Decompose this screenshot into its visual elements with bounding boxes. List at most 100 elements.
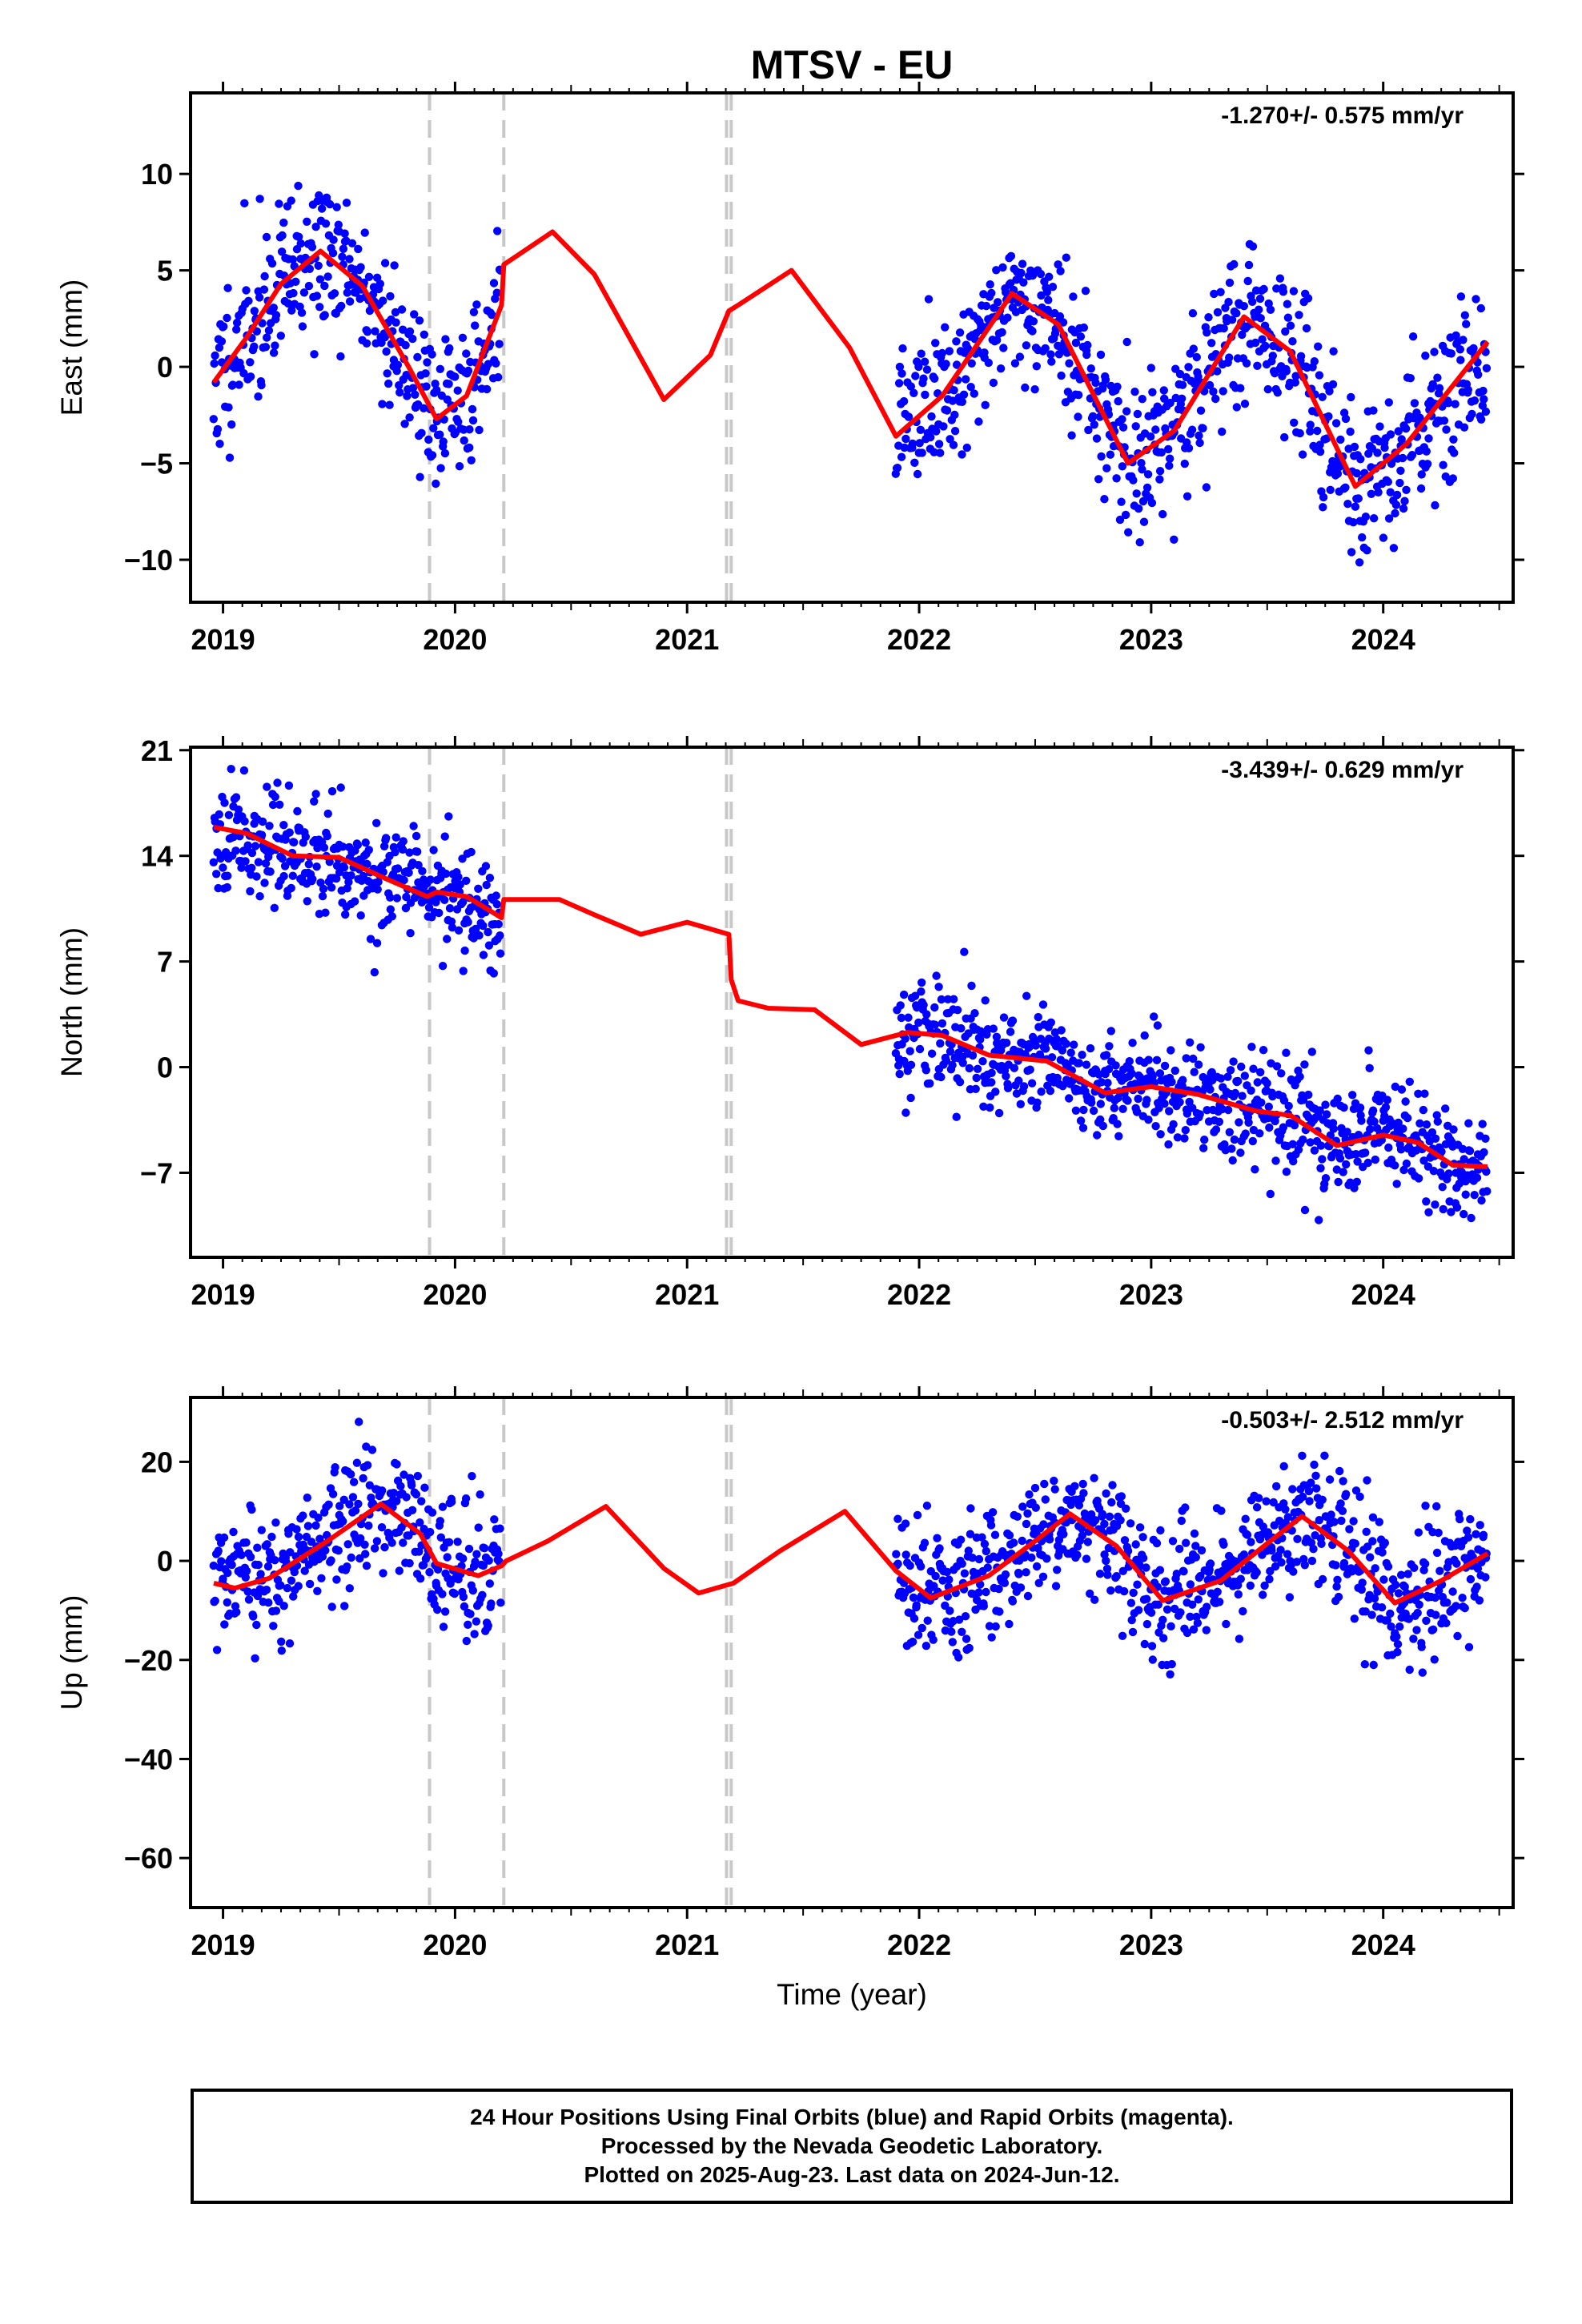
data-point — [1282, 1168, 1291, 1176]
data-point — [372, 818, 381, 827]
data-point — [359, 1474, 367, 1483]
data-point — [1073, 1550, 1082, 1559]
data-point — [250, 342, 259, 351]
data-point — [1170, 1066, 1180, 1076]
data-point — [1190, 1068, 1199, 1076]
data-point — [966, 383, 975, 392]
data-point — [1310, 1460, 1319, 1470]
data-point — [899, 990, 909, 999]
data-point — [1435, 1566, 1444, 1575]
data-point — [1065, 359, 1074, 368]
data-point — [1146, 432, 1155, 441]
data-point — [1225, 278, 1235, 287]
data-point — [1439, 1204, 1447, 1214]
data-point — [334, 220, 343, 229]
data-point — [1355, 558, 1364, 567]
data-point — [933, 1534, 942, 1542]
data-point — [321, 908, 330, 917]
data-point — [1257, 1098, 1266, 1108]
data-point — [242, 1538, 251, 1547]
y-tick-label: 0 — [157, 1051, 173, 1084]
data-point — [1391, 1161, 1399, 1170]
data-point — [1293, 1534, 1302, 1544]
data-point — [1383, 1562, 1393, 1571]
data-point — [1016, 1100, 1026, 1109]
data-point — [1310, 357, 1319, 366]
data-point — [965, 1643, 974, 1653]
data-point — [1047, 1053, 1057, 1062]
data-point — [1102, 1489, 1110, 1498]
data-point — [1481, 407, 1491, 416]
data-point — [293, 806, 302, 816]
data-point — [1063, 388, 1073, 396]
data-point — [329, 235, 338, 244]
data-point — [1051, 1582, 1061, 1590]
data-point — [370, 967, 379, 977]
data-point — [1074, 391, 1083, 400]
data-point — [375, 279, 384, 288]
data-point — [1354, 494, 1363, 503]
data-point — [1357, 1585, 1367, 1594]
data-point — [440, 448, 450, 458]
data-point — [310, 350, 319, 359]
data-point — [392, 894, 402, 903]
data-point — [459, 967, 468, 975]
data-point — [413, 847, 422, 856]
data-point — [1361, 1148, 1370, 1157]
data-point — [315, 303, 324, 312]
data-point — [1105, 1042, 1114, 1051]
data-point — [454, 872, 463, 882]
data-point — [219, 322, 228, 331]
data-point — [1409, 1634, 1418, 1643]
y-tick-label: −40 — [124, 1743, 173, 1775]
data-point — [966, 1530, 975, 1538]
data-point — [425, 1568, 434, 1577]
data-point — [946, 1606, 954, 1615]
data-point — [436, 430, 444, 439]
data-point — [338, 252, 347, 261]
data-point — [1235, 1118, 1243, 1127]
data-point — [895, 1069, 904, 1079]
data-point — [343, 884, 351, 893]
data-point — [1422, 447, 1431, 456]
data-point — [1209, 387, 1218, 396]
data-point — [224, 403, 233, 412]
data-point — [1058, 318, 1068, 327]
data-point — [352, 1458, 362, 1467]
data-point — [364, 1521, 373, 1530]
data-point — [1414, 1528, 1423, 1537]
data-point — [1093, 1131, 1102, 1140]
data-point — [1483, 1187, 1492, 1196]
data-point — [1138, 497, 1148, 506]
data-point — [981, 400, 990, 409]
data-point — [1046, 1018, 1056, 1027]
data-point — [323, 272, 332, 281]
data-point — [1022, 1519, 1031, 1529]
data-point — [370, 1544, 379, 1553]
data-point — [1341, 414, 1351, 424]
data-point — [314, 261, 323, 270]
data-point — [261, 343, 271, 352]
data-point — [1401, 424, 1411, 433]
data-point — [1265, 1574, 1274, 1584]
data-point — [1255, 305, 1263, 314]
data-point — [1479, 386, 1488, 396]
y-tick-label: 20 — [141, 1445, 173, 1478]
data-point — [391, 308, 400, 317]
data-point — [255, 293, 264, 302]
data-point — [492, 359, 500, 368]
data-point — [1090, 1516, 1100, 1525]
data-point — [1197, 1546, 1207, 1555]
data-point — [1134, 504, 1143, 513]
data-point — [1289, 1567, 1298, 1576]
data-point — [1050, 1476, 1058, 1486]
data-point — [254, 1560, 263, 1570]
data-point — [1352, 468, 1362, 478]
data-point — [323, 809, 332, 818]
data-point — [267, 1532, 276, 1542]
data-point — [1456, 292, 1466, 301]
data-point — [450, 1589, 459, 1598]
data-point — [1002, 1039, 1011, 1047]
data-point — [958, 450, 966, 459]
data-point — [987, 1068, 996, 1078]
